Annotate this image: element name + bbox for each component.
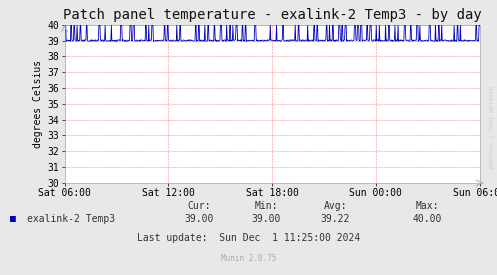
Title: Patch panel temperature - exalink-2 Temp3 - by day: Patch panel temperature - exalink-2 Temp… bbox=[63, 8, 482, 22]
Text: RRDTOOL / TOBI OETIKER: RRDTOOL / TOBI OETIKER bbox=[490, 85, 495, 168]
Y-axis label: degrees Celsius: degrees Celsius bbox=[33, 60, 43, 148]
Text: Cur:: Cur: bbox=[187, 201, 211, 211]
Text: Max:: Max: bbox=[415, 201, 439, 211]
Text: ■: ■ bbox=[10, 214, 16, 224]
Text: Min:: Min: bbox=[254, 201, 278, 211]
Text: 40.00: 40.00 bbox=[413, 214, 442, 224]
Text: 39.00: 39.00 bbox=[251, 214, 281, 224]
Text: 39.22: 39.22 bbox=[321, 214, 350, 224]
Text: 39.00: 39.00 bbox=[184, 214, 214, 224]
Text: Last update:  Sun Dec  1 11:25:00 2024: Last update: Sun Dec 1 11:25:00 2024 bbox=[137, 233, 360, 243]
Text: Avg:: Avg: bbox=[324, 201, 347, 211]
Text: Munin 2.0.75: Munin 2.0.75 bbox=[221, 254, 276, 263]
Text: exalink-2 Temp3: exalink-2 Temp3 bbox=[27, 214, 115, 224]
